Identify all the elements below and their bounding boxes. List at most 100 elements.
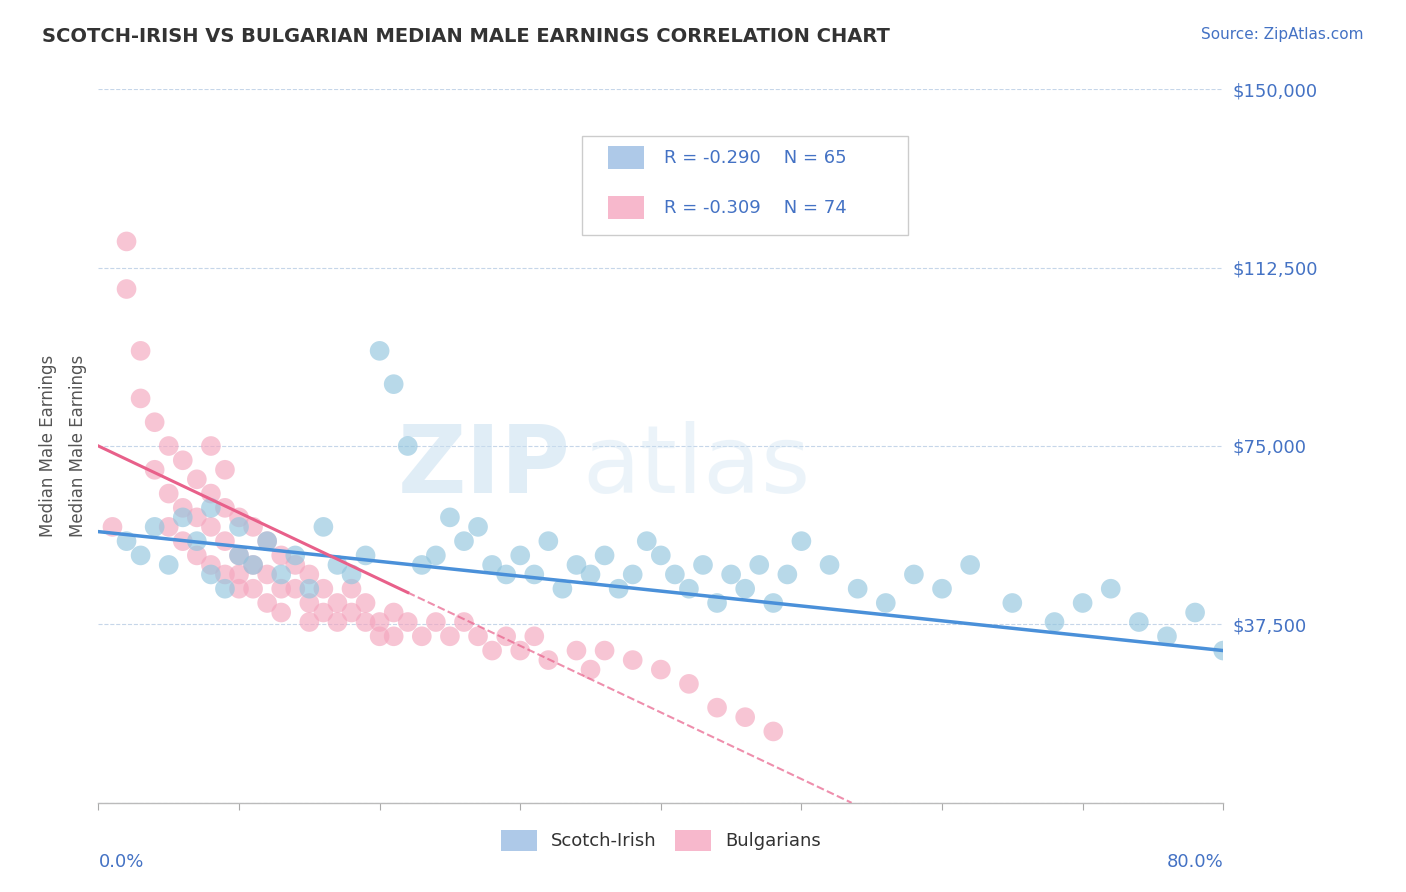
Point	[593, 549, 616, 563]
Point	[200, 567, 222, 582]
Point	[551, 582, 574, 596]
Point	[143, 520, 166, 534]
Point	[481, 643, 503, 657]
Point	[748, 558, 770, 572]
Point	[157, 439, 180, 453]
Point	[200, 520, 222, 534]
Text: atlas: atlas	[582, 421, 810, 514]
Point	[270, 549, 292, 563]
Point	[242, 520, 264, 534]
Point	[425, 549, 447, 563]
FancyBboxPatch shape	[582, 136, 908, 235]
Point	[157, 486, 180, 500]
Point	[495, 567, 517, 582]
Point	[678, 582, 700, 596]
Point	[172, 510, 194, 524]
Point	[467, 520, 489, 534]
Point	[186, 534, 208, 549]
Point	[256, 534, 278, 549]
Point	[228, 549, 250, 563]
Point	[312, 582, 335, 596]
Point	[425, 615, 447, 629]
Point	[368, 615, 391, 629]
Point	[312, 520, 335, 534]
Point	[115, 235, 138, 249]
Point	[621, 653, 644, 667]
Point	[200, 558, 222, 572]
Point	[509, 549, 531, 563]
Point	[200, 439, 222, 453]
Point	[931, 582, 953, 596]
Point	[650, 549, 672, 563]
Point	[411, 629, 433, 643]
Point	[298, 615, 321, 629]
Point	[284, 558, 307, 572]
Point	[256, 567, 278, 582]
Point	[228, 520, 250, 534]
Point	[157, 520, 180, 534]
Point	[509, 643, 531, 657]
Point	[382, 377, 405, 392]
Point	[228, 567, 250, 582]
Point	[228, 549, 250, 563]
Point	[1212, 643, 1234, 657]
Point	[186, 549, 208, 563]
Point	[256, 596, 278, 610]
Point	[439, 510, 461, 524]
Point	[439, 629, 461, 643]
Point	[959, 558, 981, 572]
Point	[214, 463, 236, 477]
Point	[228, 510, 250, 524]
Point	[1001, 596, 1024, 610]
Point	[776, 567, 799, 582]
Point	[368, 629, 391, 643]
Point	[368, 343, 391, 358]
Point	[523, 567, 546, 582]
Point	[382, 629, 405, 643]
Point	[650, 663, 672, 677]
FancyBboxPatch shape	[607, 196, 644, 219]
Point	[903, 567, 925, 582]
Legend: Scotch-Irish, Bulgarians: Scotch-Irish, Bulgarians	[494, 822, 828, 858]
Point	[312, 606, 335, 620]
Point	[537, 534, 560, 549]
Point	[101, 520, 124, 534]
Point	[256, 534, 278, 549]
Point	[298, 596, 321, 610]
Point	[875, 596, 897, 610]
Point	[607, 582, 630, 596]
Point	[242, 558, 264, 572]
Point	[326, 596, 349, 610]
Point	[326, 615, 349, 629]
Point	[270, 582, 292, 596]
Text: 0.0%: 0.0%	[98, 853, 143, 871]
Point	[172, 534, 194, 549]
Point	[453, 534, 475, 549]
Text: ZIP: ZIP	[398, 421, 571, 514]
Point	[228, 582, 250, 596]
Point	[734, 582, 756, 596]
Point	[115, 282, 138, 296]
Point	[664, 567, 686, 582]
Point	[200, 486, 222, 500]
Point	[411, 558, 433, 572]
Point	[340, 606, 363, 620]
Point	[157, 558, 180, 572]
Text: Median Male Earnings: Median Male Earnings	[39, 355, 56, 537]
Point	[565, 643, 588, 657]
Point	[537, 653, 560, 667]
Point	[298, 582, 321, 596]
Text: 80.0%: 80.0%	[1167, 853, 1223, 871]
Point	[284, 549, 307, 563]
Point	[481, 558, 503, 572]
Text: R = -0.309    N = 74: R = -0.309 N = 74	[664, 199, 846, 217]
Point	[115, 534, 138, 549]
Point	[720, 567, 742, 582]
Point	[579, 567, 602, 582]
Point	[143, 463, 166, 477]
Point	[129, 392, 152, 406]
Point	[214, 567, 236, 582]
Point	[270, 567, 292, 582]
Point	[636, 534, 658, 549]
Point	[790, 534, 813, 549]
